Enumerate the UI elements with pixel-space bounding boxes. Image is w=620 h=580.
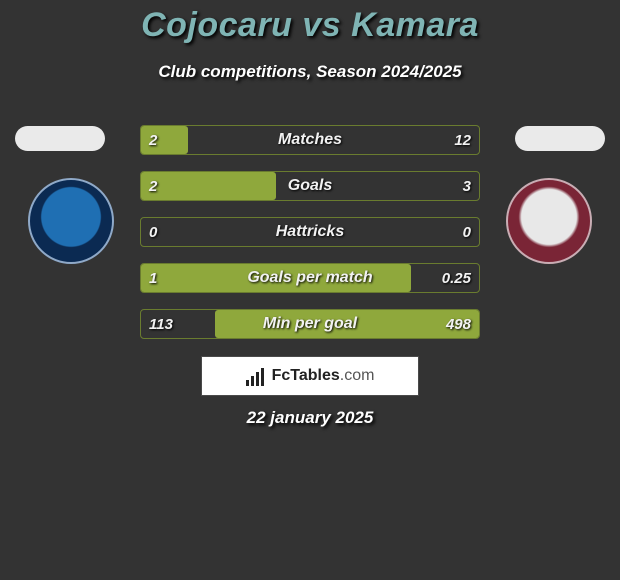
stat-label: Goals per match [141,264,479,292]
brand-box: FcTables.com [201,356,419,396]
brand-text: FcTables.com [272,367,375,385]
stats-bars: 2 12 Matches 2 3 Goals 0 0 Hattricks 1 0… [140,125,480,355]
stat-label: Goals [141,172,479,200]
stat-label: Min per goal [141,310,479,338]
player-left-name-pill [15,126,105,151]
brand-domain: .com [340,367,375,384]
comparison-infographic: Cojocaru vs Kamara Club competitions, Se… [0,0,620,580]
stat-bar: 0 0 Hattricks [140,217,480,247]
date-text: 22 january 2025 [0,408,620,428]
club-badge-left [28,178,114,264]
bars-icon [246,366,266,386]
stat-bar: 2 3 Goals [140,171,480,201]
stat-label: Hattricks [141,218,479,246]
player-right-name-pill [515,126,605,151]
brand-name: FcTables [272,367,340,384]
stat-bar: 1 0.25 Goals per match [140,263,480,293]
club-badge-right [506,178,592,264]
page-title: Cojocaru vs Kamara [0,6,620,45]
stat-bar: 113 498 Min per goal [140,309,480,339]
stat-label: Matches [141,126,479,154]
page-subtitle: Club competitions, Season 2024/2025 [0,62,620,82]
stat-bar: 2 12 Matches [140,125,480,155]
